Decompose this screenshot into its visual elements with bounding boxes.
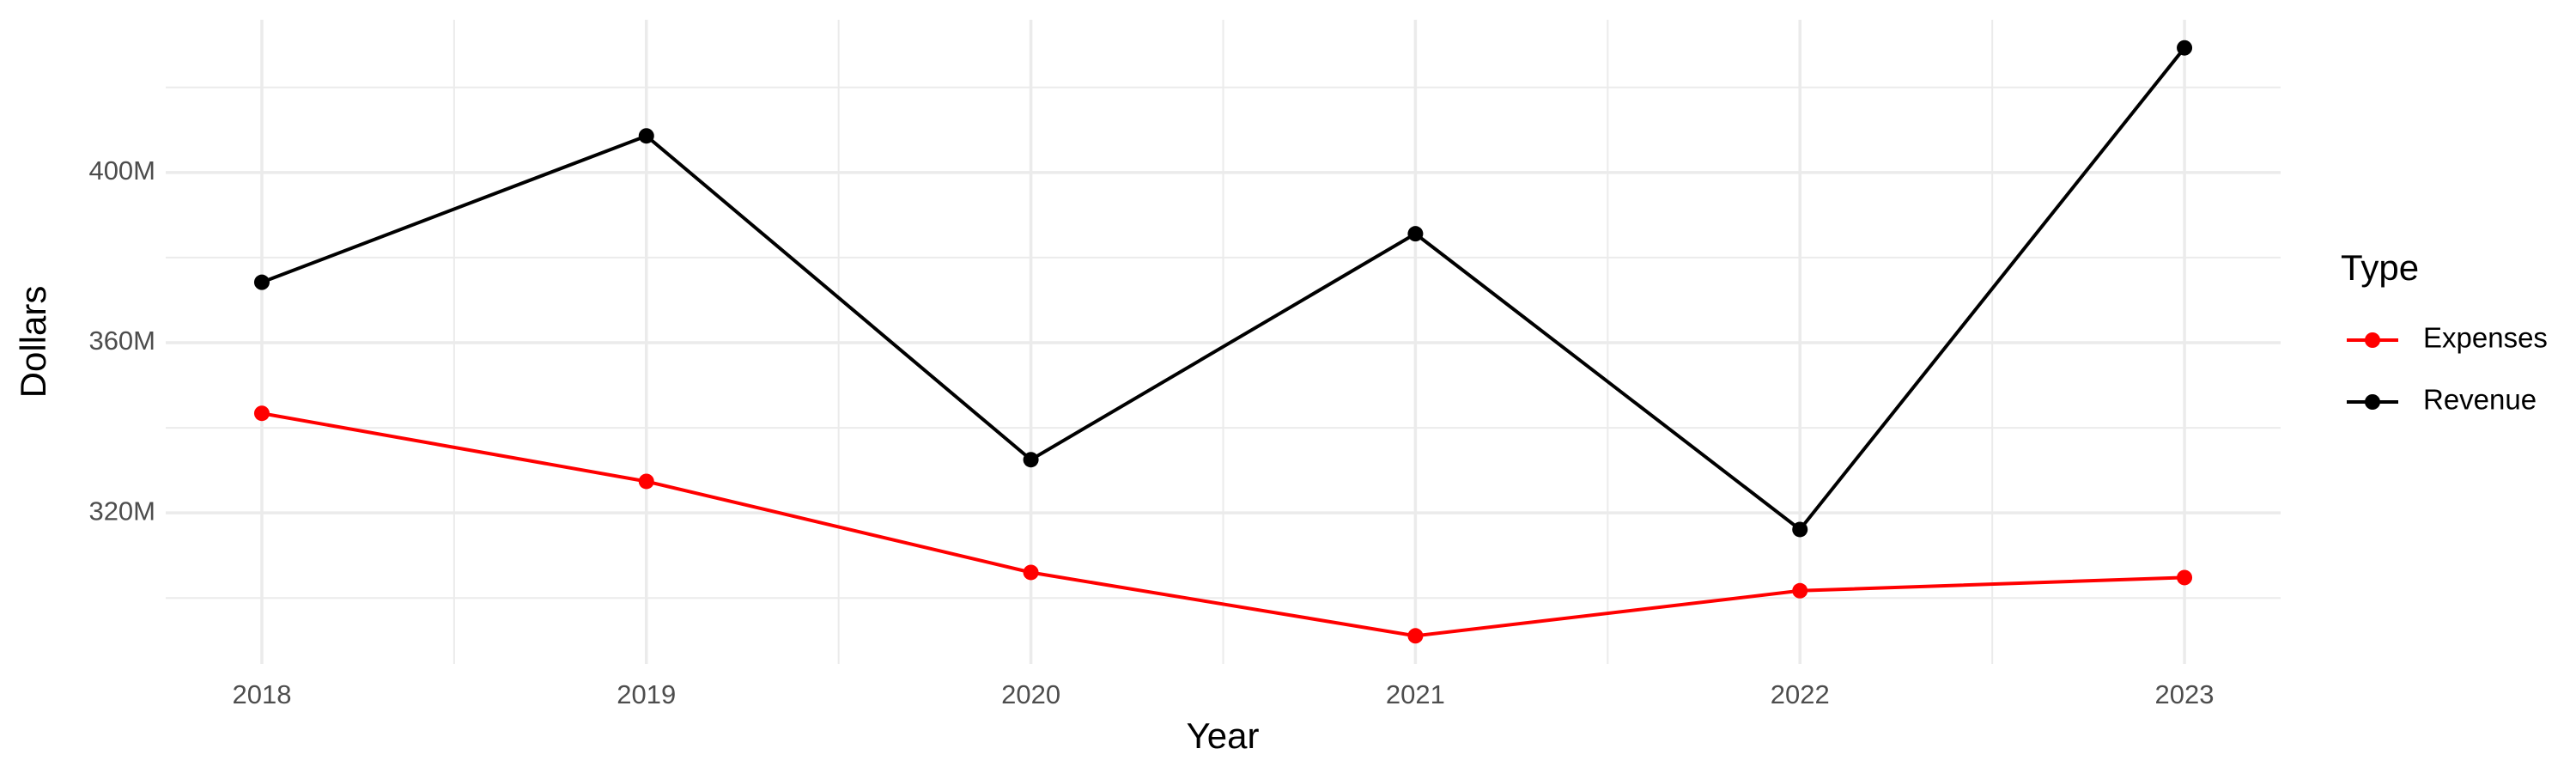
- x-tick-label: 2018: [232, 679, 291, 709]
- x-tick-label: 2020: [1001, 679, 1060, 709]
- y-axis-title: Dollars: [13, 286, 53, 399]
- point: [638, 128, 654, 144]
- legend-point: [2365, 332, 2380, 348]
- point: [2177, 569, 2193, 586]
- x-tick-label: 2022: [1771, 679, 1830, 709]
- legend-point: [2365, 394, 2380, 410]
- point: [1023, 564, 1039, 581]
- line: [261, 46, 2186, 533]
- x-tick-label: 2019: [617, 679, 676, 709]
- point: [1407, 628, 1424, 644]
- x-tick-label: 2023: [2155, 679, 2215, 709]
- y-tick-label: 360M: [88, 326, 155, 356]
- legend-label: Revenue: [2423, 384, 2537, 416]
- y-tick-label: 320M: [88, 496, 155, 526]
- point: [1407, 226, 1424, 242]
- point: [638, 473, 654, 490]
- point: [1792, 521, 1808, 538]
- line: [261, 411, 2185, 638]
- legend-title: Type: [2341, 247, 2419, 288]
- y-tick-label: 400M: [88, 155, 155, 186]
- point: [2177, 40, 2193, 56]
- point: [253, 274, 270, 290]
- x-tick-label: 2021: [1386, 679, 1445, 709]
- point: [253, 405, 270, 422]
- x-axis-title: Year: [1187, 715, 1260, 756]
- legend-label: Expenses: [2423, 322, 2548, 354]
- point: [1023, 452, 1039, 468]
- point: [1792, 582, 1808, 599]
